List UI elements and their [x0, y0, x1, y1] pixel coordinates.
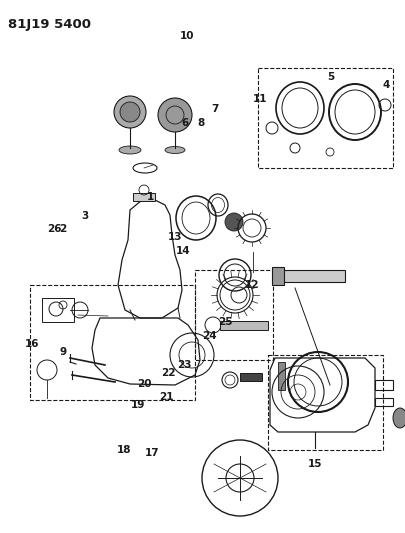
- Text: 10: 10: [179, 31, 194, 41]
- Text: 14: 14: [175, 246, 190, 255]
- Text: 3: 3: [81, 211, 89, 221]
- Bar: [133, 193, 155, 201]
- Text: 13: 13: [167, 232, 181, 242]
- Bar: [42, 298, 74, 322]
- Text: 23: 23: [177, 360, 192, 370]
- Bar: [239, 373, 261, 381]
- Text: 18: 18: [116, 446, 131, 455]
- Circle shape: [224, 213, 243, 231]
- Text: 9: 9: [59, 347, 66, 357]
- Text: 16: 16: [25, 339, 40, 349]
- Circle shape: [114, 96, 146, 128]
- Bar: [30, 285, 194, 400]
- Text: 2: 2: [59, 224, 66, 234]
- Bar: [374, 380, 392, 390]
- Text: 5: 5: [326, 72, 334, 82]
- Bar: [220, 321, 267, 330]
- Bar: [279, 270, 344, 282]
- Text: 24: 24: [201, 331, 216, 341]
- Circle shape: [158, 98, 192, 132]
- Text: 22: 22: [161, 368, 175, 378]
- Text: 20: 20: [136, 379, 151, 389]
- Text: 1: 1: [146, 192, 153, 202]
- Text: 15: 15: [307, 459, 321, 469]
- Circle shape: [120, 102, 140, 122]
- Text: 19: 19: [130, 400, 145, 410]
- Bar: [194, 270, 272, 360]
- Text: 21: 21: [159, 392, 173, 402]
- Text: 81J19 5400: 81J19 5400: [8, 18, 91, 31]
- Text: 26: 26: [47, 224, 62, 234]
- Bar: [277, 362, 284, 390]
- Bar: [271, 267, 284, 285]
- Ellipse shape: [392, 408, 405, 428]
- Text: 4: 4: [381, 80, 388, 90]
- Ellipse shape: [164, 147, 185, 154]
- Text: 12: 12: [244, 280, 258, 290]
- Text: 8: 8: [197, 118, 204, 127]
- Text: 11: 11: [252, 94, 266, 103]
- Bar: [374, 398, 392, 406]
- Text: 17: 17: [145, 448, 159, 458]
- Text: 7: 7: [211, 104, 218, 114]
- Ellipse shape: [119, 146, 141, 154]
- Text: 25: 25: [217, 318, 232, 327]
- Text: 6: 6: [181, 118, 188, 127]
- Bar: [257, 68, 392, 168]
- Bar: [267, 355, 382, 450]
